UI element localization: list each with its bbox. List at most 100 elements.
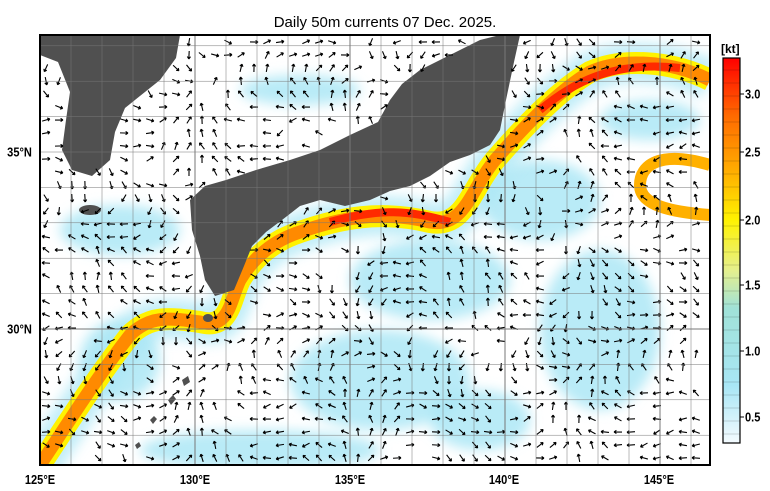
- current-arrow: [291, 63, 296, 73]
- current-arrow: [614, 117, 622, 123]
- current-arrow: [536, 234, 544, 240]
- current-arrow: [95, 310, 101, 319]
- current-arrow: [459, 271, 464, 281]
- current-arrow: [523, 404, 532, 409]
- current-arrow: [680, 51, 686, 59]
- current-arrow: [639, 455, 649, 460]
- current-arrow: [392, 299, 401, 304]
- current-arrow: [145, 130, 155, 135]
- current-arrow: [367, 454, 375, 462]
- current-arrow: [551, 401, 556, 411]
- current-arrow: [301, 430, 311, 435]
- current-arrow: [354, 65, 363, 71]
- current-arrow: [327, 117, 336, 122]
- current-arrow: [145, 403, 155, 408]
- current-arrow: [264, 336, 270, 345]
- current-arrow: [665, 105, 675, 110]
- current-arrow: [328, 52, 336, 58]
- current-arrow: [392, 377, 402, 382]
- current-arrow: [173, 233, 179, 242]
- current-arrow: [522, 235, 531, 240]
- current-arrow: [250, 337, 258, 345]
- current-arrow: [522, 39, 531, 45]
- current-arrow: [654, 376, 660, 384]
- current-arrow: [354, 220, 362, 228]
- current-arrow: [342, 415, 348, 423]
- current-arrow: [288, 442, 298, 447]
- current-arrow: [601, 155, 608, 163]
- current-arrow: [380, 104, 388, 110]
- current-arrow: [381, 220, 387, 228]
- current-arrow: [380, 455, 389, 460]
- current-arrow: [433, 193, 439, 203]
- current-arrow: [498, 193, 503, 203]
- current-arrow: [601, 402, 609, 410]
- current-arrow: [431, 39, 441, 45]
- current-arrow: [302, 90, 309, 98]
- current-arrow: [563, 427, 568, 436]
- current-arrow: [576, 428, 582, 436]
- current-arrow: [535, 247, 545, 253]
- current-arrow: [576, 337, 582, 345]
- current-arrow: [537, 219, 542, 229]
- current-arrow: [275, 39, 285, 44]
- current-arrow: [186, 311, 192, 319]
- korea-peninsula: [40, 35, 180, 176]
- current-arrow: [262, 144, 272, 149]
- current-arrow: [120, 390, 129, 396]
- current-arrow: [511, 350, 517, 358]
- current-arrow: [666, 182, 674, 188]
- current-arrow: [589, 440, 594, 450]
- current-arrow: [262, 313, 272, 318]
- island: [203, 314, 213, 322]
- current-arrow: [211, 364, 219, 370]
- current-arrow: [627, 338, 636, 344]
- current-arrow: [652, 443, 661, 448]
- current-arrow: [223, 52, 233, 57]
- current-arrow: [262, 377, 272, 382]
- colorbar-tick-2.5: 2.5: [745, 144, 761, 160]
- current-arrow: [80, 234, 89, 240]
- current-arrow: [666, 234, 675, 240]
- current-arrow: [145, 260, 154, 266]
- current-arrow: [602, 298, 608, 306]
- current-arrow: [174, 401, 179, 411]
- current-arrow: [392, 273, 402, 278]
- current-arrow: [353, 339, 363, 344]
- current-arrow: [133, 234, 141, 240]
- current-arrow: [589, 310, 595, 320]
- current-arrow: [639, 182, 648, 187]
- current-arrow: [328, 208, 337, 214]
- current-arrow: [600, 390, 609, 396]
- current-arrow: [108, 389, 114, 397]
- current-arrow: [263, 39, 272, 45]
- current-arrow: [146, 118, 155, 123]
- current-arrow: [445, 311, 453, 319]
- current-arrow: [172, 377, 180, 383]
- current-arrow: [679, 143, 687, 149]
- colorbar: [722, 57, 744, 444]
- current-arrow: [694, 349, 699, 359]
- current-arrow: [276, 233, 284, 240]
- current-arrow: [678, 299, 688, 305]
- current-arrow: [679, 337, 687, 345]
- current-arrow: [535, 260, 544, 266]
- current-arrow: [576, 453, 581, 463]
- current-arrow: [681, 63, 686, 73]
- current-arrow: [484, 454, 492, 462]
- current-arrow: [187, 401, 192, 411]
- current-arrow: [613, 443, 623, 448]
- current-arrow: [95, 441, 101, 449]
- current-arrow: [355, 245, 360, 255]
- current-arrow: [251, 349, 256, 359]
- current-arrow: [262, 403, 271, 409]
- current-arrow: [406, 312, 414, 318]
- current-arrow: [132, 260, 141, 266]
- current-arrow: [275, 144, 285, 149]
- current-arrow: [108, 350, 113, 359]
- current-arrow: [602, 375, 607, 385]
- current-arrow: [146, 183, 155, 188]
- current-arrow: [133, 416, 142, 421]
- current-arrow: [186, 337, 193, 345]
- current-arrow: [342, 102, 347, 112]
